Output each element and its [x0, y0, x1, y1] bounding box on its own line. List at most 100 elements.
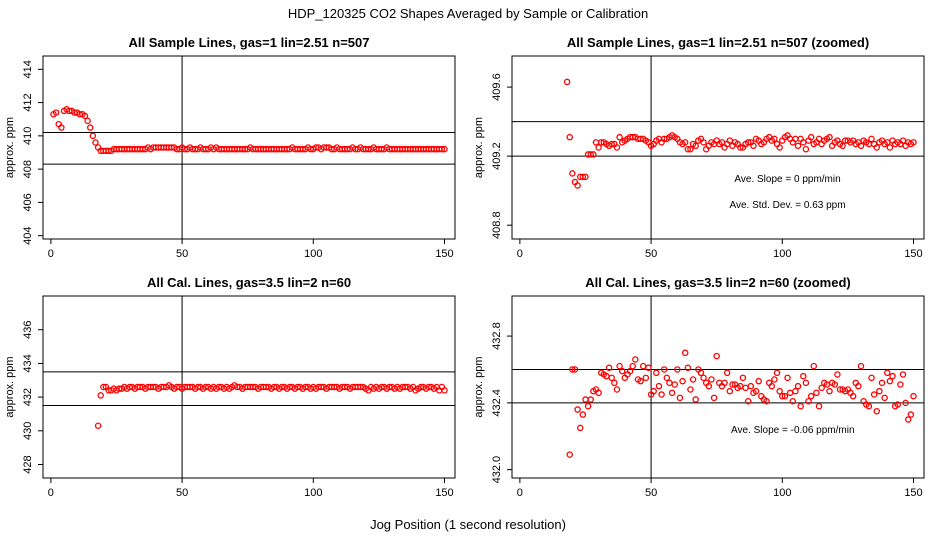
data-point	[752, 387, 760, 395]
data-point	[876, 387, 883, 395]
data-point	[566, 133, 573, 141]
data-point	[681, 349, 689, 357]
data-point	[910, 392, 917, 400]
data-point	[579, 173, 587, 181]
figure-x-label: Jog Position (1 second resolution)	[370, 517, 566, 532]
panel-title: All Sample Lines, gas=1 lin=2.51 n=507	[129, 35, 370, 50]
y-tick-label: 406	[22, 193, 34, 211]
data-point	[802, 145, 810, 153]
data-point	[97, 392, 104, 399]
panel-3: All Cal. Lines, gas=3.5 lin=2 n=60 0 50 100…	[4, 275, 456, 499]
data-point	[905, 416, 912, 423]
x-tick-label: 0	[48, 487, 54, 499]
x-tick-label: 0	[517, 248, 523, 260]
data-point	[902, 399, 909, 407]
data-point	[781, 392, 789, 400]
data-point	[873, 144, 881, 151]
data-point	[750, 142, 757, 150]
data-point	[86, 124, 94, 131]
data-point	[789, 397, 797, 405]
data-point	[692, 142, 699, 150]
data-point	[797, 402, 804, 410]
annotation-text: Ave. Slope = 0 ppm/min	[734, 174, 840, 185]
suptitle: HDP_120325 CO2 Shapes Averaged by Sample…	[288, 6, 648, 21]
data-point	[563, 78, 571, 86]
data-point	[92, 139, 99, 146]
data-points	[566, 349, 917, 458]
x-tick-label: 50	[176, 248, 188, 260]
data-point	[81, 112, 89, 120]
data-point	[441, 145, 448, 153]
data-point	[58, 124, 65, 131]
panel-title: All Cal. Lines, gas=3.5 lin=2 n=60 (zoom…	[585, 275, 851, 290]
data-point	[855, 382, 862, 390]
data-point	[582, 396, 589, 403]
data-point	[826, 387, 833, 395]
data-point	[89, 132, 97, 140]
data-point	[608, 140, 615, 148]
plot-frame	[42, 55, 456, 240]
data-point	[889, 372, 896, 380]
data-point	[626, 367, 634, 375]
data-point	[794, 382, 802, 390]
data-point	[897, 381, 904, 388]
data-point	[582, 173, 589, 181]
data-point	[881, 394, 888, 402]
data-point	[700, 374, 707, 382]
data-point	[671, 381, 678, 388]
data-point	[618, 367, 626, 375]
data-point	[784, 374, 791, 382]
data-point	[100, 383, 107, 391]
y-tick-label: 436	[22, 321, 34, 339]
data-point	[655, 382, 663, 390]
data-point	[742, 384, 749, 392]
x-tick-label: 50	[645, 248, 657, 260]
data-point	[815, 402, 823, 410]
y-tick-label: 432	[22, 388, 34, 406]
y-tick-label: 432.4	[491, 389, 503, 417]
data-point	[792, 387, 799, 395]
data-point	[831, 381, 839, 388]
data-point	[584, 402, 592, 410]
data-point	[744, 139, 752, 146]
data-point	[899, 371, 907, 378]
data-point	[737, 144, 744, 151]
data-point	[679, 377, 686, 385]
data-point	[713, 352, 720, 360]
data-point	[595, 144, 602, 151]
data-point	[771, 376, 778, 383]
data-point	[894, 401, 902, 408]
data-point	[666, 379, 673, 387]
x-tick-label: 150	[435, 487, 453, 499]
y-axis-label: approx. ppm	[473, 356, 485, 417]
data-point	[663, 374, 671, 382]
x-tick-label: 100	[773, 248, 791, 260]
data-point	[807, 392, 815, 400]
y-axis-label: approx. ppm	[4, 356, 16, 417]
y-tick-label: 414	[22, 60, 34, 78]
data-point	[569, 170, 576, 177]
data-point	[826, 133, 833, 141]
data-point	[779, 392, 786, 400]
y-tick-label: 434	[22, 354, 34, 372]
data-point	[802, 379, 810, 387]
data-point	[569, 366, 576, 373]
annotation-text: Ave. Std. Dev. = 0.63 ppm	[729, 200, 845, 211]
data-point	[438, 145, 446, 153]
y-axis-label: approx. ppm	[473, 117, 485, 178]
x-tick-label: 150	[435, 248, 453, 260]
data-point	[668, 389, 676, 397]
x-tick-label: 100	[304, 248, 322, 260]
data-point	[613, 144, 621, 151]
y-tick-label: 408.8	[491, 211, 503, 239]
x-tick-label: 100	[773, 487, 791, 499]
data-point	[653, 369, 660, 377]
data-point	[674, 366, 681, 373]
y-tick-label: 408	[22, 160, 34, 178]
data-point	[865, 402, 873, 410]
plot-frame	[511, 295, 925, 479]
y-tick-label: 432.0	[491, 456, 503, 484]
panel-1: All Sample Lines, gas=1 lin=2.51 n=507 0 5…	[4, 35, 456, 260]
y-tick-label: 409.2	[491, 142, 503, 170]
data-point	[834, 371, 841, 378]
